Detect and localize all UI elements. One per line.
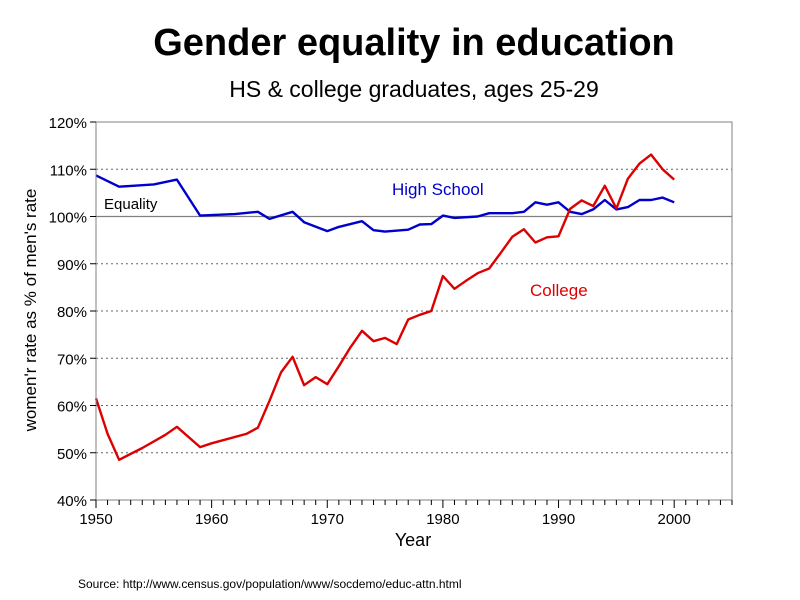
y-tick-label: 50%: [57, 446, 87, 463]
x-tick-label: 2000: [657, 511, 690, 528]
x-axis-label: Year: [395, 530, 431, 550]
x-axis-ticks: 1950 1960 1970 1980 1990 2000: [79, 500, 733, 528]
high-school-label: High School: [392, 180, 484, 199]
source-note: Source: http://www.census.gov/population…: [78, 577, 462, 591]
y-tick-label: 80%: [57, 304, 87, 321]
series-line-college: [94, 153, 675, 461]
y-tick-label: 110%: [50, 162, 87, 179]
y-tick-label: 40%: [57, 493, 87, 510]
chart-title: Gender equality in education: [153, 22, 675, 64]
equality-label: Equality: [104, 196, 158, 213]
x-tick-label: 1950: [79, 511, 112, 528]
annotations: Equality High School College: [104, 180, 588, 300]
college-label: College: [530, 281, 588, 300]
y-tick-label: 60%: [57, 399, 87, 416]
series-line-high-school: [95, 174, 675, 233]
chart-subtitle: HS & college graduates, ages 25-29: [229, 76, 599, 102]
y-axis-label: women'r rate as % of men's rate: [21, 189, 40, 433]
y-tick-label: 90%: [57, 257, 87, 274]
x-tick-label: 1960: [195, 511, 228, 528]
grid-lines: [96, 168, 732, 454]
x-tick-label: 1970: [311, 511, 344, 528]
y-tick-label: 120%: [49, 115, 87, 132]
y-tick-label: 70%: [57, 351, 87, 368]
series-lines: [94, 153, 675, 461]
y-tick-label: 100%: [49, 210, 87, 227]
x-tick-label: 1990: [542, 511, 575, 528]
y-axis-ticks: 40% 50% 60% 70% 80% 90% 100% 110% 120%: [49, 115, 96, 510]
x-tick-label: 1980: [426, 511, 459, 528]
